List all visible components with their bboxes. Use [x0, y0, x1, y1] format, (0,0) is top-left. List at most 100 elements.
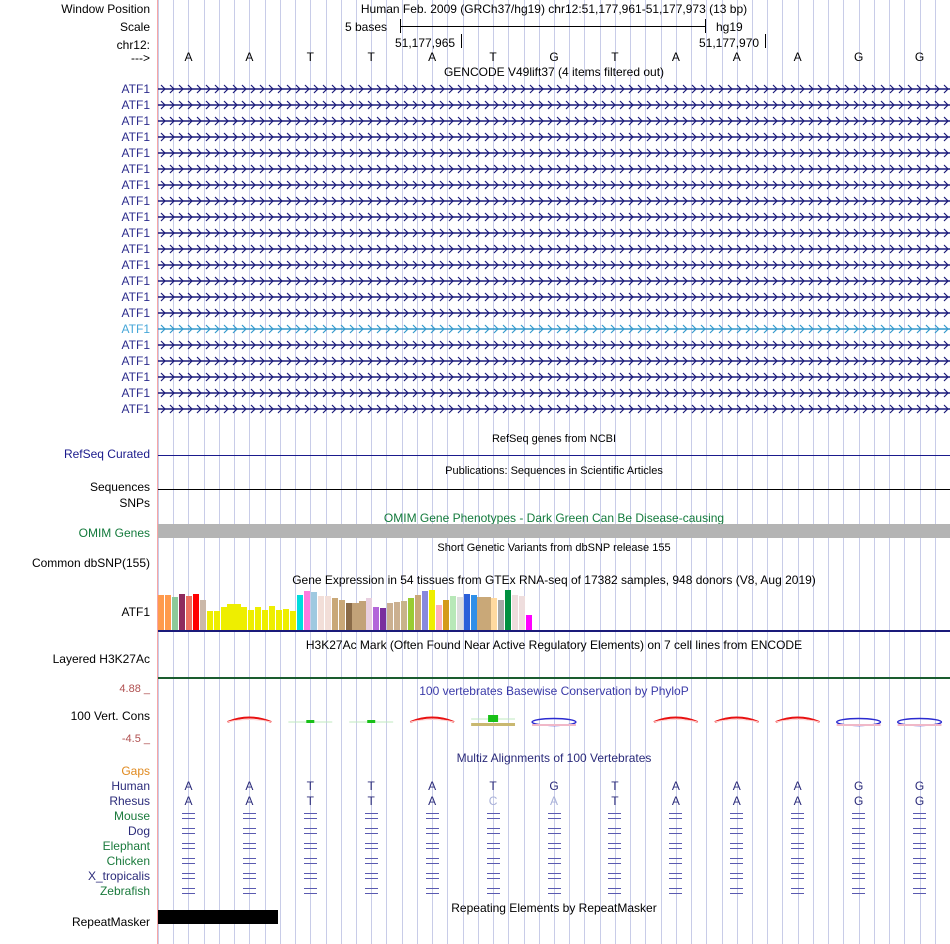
gtex-tissue-bar[interactable] [387, 603, 394, 630]
multiz-species-label[interactable]: Dog [127, 824, 150, 838]
gencode-gene-label[interactable]: ATF1 [121, 194, 150, 208]
gencode-gene-label[interactable]: ATF1 [121, 370, 150, 384]
gencode-gene-arrows[interactable] [158, 385, 950, 401]
gencode-gene-arrows[interactable] [158, 97, 950, 113]
gtex-tissue-bar[interactable] [269, 606, 276, 630]
gencode-gene-label[interactable]: ATF1 [121, 146, 150, 160]
gtex-tissue-bar[interactable] [324, 596, 331, 630]
gtex-tissue-bar[interactable] [296, 595, 303, 630]
gtex-tissue-bar[interactable] [255, 607, 262, 630]
gtex-tissue-bar[interactable] [345, 603, 352, 630]
gencode-gene-arrows[interactable] [158, 337, 950, 353]
gtex-tissue-bar[interactable] [352, 603, 359, 630]
omim-band[interactable] [158, 524, 950, 538]
gtex-tissue-bar[interactable] [442, 600, 449, 630]
gencode-gene-arrows[interactable] [158, 241, 950, 257]
gtex-tissue-bar[interactable] [470, 595, 477, 630]
gencode-gene-label[interactable]: ATF1 [121, 82, 150, 96]
gencode-gene-label[interactable]: ATF1 [121, 242, 150, 256]
multiz-species-label[interactable]: Rhesus [109, 794, 150, 808]
gtex-tissue-bar[interactable] [394, 602, 401, 630]
gencode-gene-arrows[interactable] [158, 177, 950, 193]
gtex-tissue-bar[interactable] [428, 590, 435, 630]
gtex-tissue-bar[interactable] [380, 608, 387, 630]
gtex-tissue-bar[interactable] [456, 597, 463, 630]
gtex-tissue-bar[interactable] [262, 610, 269, 630]
gencode-gene-arrows[interactable] [158, 81, 950, 97]
gtex-tissue-bar[interactable] [414, 595, 422, 630]
gtex-tissue-bar[interactable] [234, 604, 241, 630]
gtex-tissue-bar[interactable] [213, 611, 220, 630]
gencode-gene-label[interactable]: ATF1 [121, 98, 150, 112]
gencode-gene-label[interactable]: ATF1 [121, 306, 150, 320]
gencode-gene-label[interactable]: ATF1 [121, 386, 150, 400]
gtex-tissue-bar[interactable] [276, 610, 283, 630]
gencode-gene-arrows[interactable] [158, 273, 950, 289]
gencode-gene-arrows[interactable] [158, 161, 950, 177]
gtex-tissue-bar[interactable] [289, 611, 297, 630]
gencode-gene-label[interactable]: ATF1 [121, 178, 150, 192]
gtex-tissue-bar[interactable] [449, 596, 456, 630]
gtex-tissue-bar[interactable] [498, 600, 505, 630]
gtex-tissue-bar[interactable] [408, 598, 415, 630]
gtex-tissue-bar[interactable] [185, 596, 192, 630]
gencode-gene-label[interactable]: ATF1 [121, 114, 150, 128]
gtex-tissue-bar[interactable] [303, 591, 310, 630]
gencode-gene-arrows[interactable] [158, 257, 950, 273]
gtex-tissue-bar[interactable] [310, 592, 317, 630]
gtex-tissue-bar[interactable] [158, 595, 165, 630]
gtex-tissue-bar[interactable] [484, 597, 491, 630]
gtex-tissue-bar[interactable] [317, 596, 324, 630]
gtex-tissue-bar[interactable] [519, 596, 526, 630]
phylop-conservation-marks[interactable] [158, 700, 950, 740]
multiz-species-label[interactable]: Elephant [102, 839, 150, 853]
multiz-species-label[interactable]: Zebrafish [99, 884, 150, 898]
gencode-gene-label[interactable]: ATF1 [121, 290, 150, 304]
multiz-species-label[interactable]: X_tropicalis [87, 869, 150, 883]
gtex-tissue-bar[interactable] [491, 598, 498, 630]
data-pane[interactable] [158, 0, 950, 944]
gencode-gene-label[interactable]: ATF1 [121, 210, 150, 224]
gencode-gene-label[interactable]: ATF1 [121, 322, 150, 336]
gtex-tissue-bar[interactable] [526, 615, 533, 630]
gtex-tissue-bar[interactable] [178, 594, 185, 630]
gencode-gene-arrows[interactable] [158, 113, 950, 129]
gencode-gene-arrows[interactable] [158, 193, 950, 209]
gencode-gene-arrows[interactable] [158, 401, 950, 417]
gencode-gene-label[interactable]: ATF1 [121, 258, 150, 272]
repeatmasker-bar[interactable] [158, 910, 278, 924]
gencode-gene-arrows[interactable] [158, 225, 950, 241]
gtex-tissue-bar[interactable] [421, 591, 428, 630]
gencode-gene-label[interactable]: ATF1 [121, 274, 150, 288]
gencode-gene-label[interactable]: ATF1 [121, 226, 150, 240]
gtex-tissue-bar[interactable] [338, 600, 345, 630]
gtex-tissue-bar[interactable] [477, 597, 484, 630]
gencode-gene-label[interactable]: ATF1 [121, 402, 150, 416]
gtex-tissue-bar[interactable] [227, 604, 234, 630]
gencode-gene-arrows[interactable] [158, 145, 950, 161]
gtex-tissue-bar[interactable] [463, 594, 470, 630]
gtex-tissue-bar[interactable] [199, 600, 206, 630]
gencode-gene-label[interactable]: ATF1 [121, 354, 150, 368]
gtex-tissue-bar[interactable] [283, 609, 290, 630]
gencode-gene-arrows[interactable] [158, 209, 950, 225]
gencode-gene-arrows[interactable] [158, 353, 950, 369]
gencode-gene-arrows[interactable] [158, 129, 950, 145]
gtex-tissue-bar[interactable] [373, 607, 380, 630]
gtex-tissue-bar[interactable] [192, 594, 199, 630]
gtex-tissue-bar[interactable] [512, 595, 519, 630]
gtex-tissue-bar[interactable] [505, 590, 512, 630]
gencode-gene-label[interactable]: ATF1 [121, 162, 150, 176]
gtex-tissue-bar[interactable] [435, 605, 442, 630]
gtex-tissue-bar[interactable] [401, 601, 408, 630]
multiz-species-label[interactable]: Mouse [113, 809, 150, 823]
multiz-species-label[interactable]: Human [111, 779, 150, 793]
gencode-gene-arrows[interactable] [158, 305, 950, 321]
gtex-tissue-bar[interactable] [171, 597, 178, 630]
gencode-gene-arrows[interactable] [158, 321, 950, 337]
gencode-gene-label[interactable]: ATF1 [121, 338, 150, 352]
gencode-gene-arrows[interactable] [158, 289, 950, 305]
gencode-gene-label[interactable]: ATF1 [121, 130, 150, 144]
gtex-tissue-bar[interactable] [366, 598, 373, 630]
